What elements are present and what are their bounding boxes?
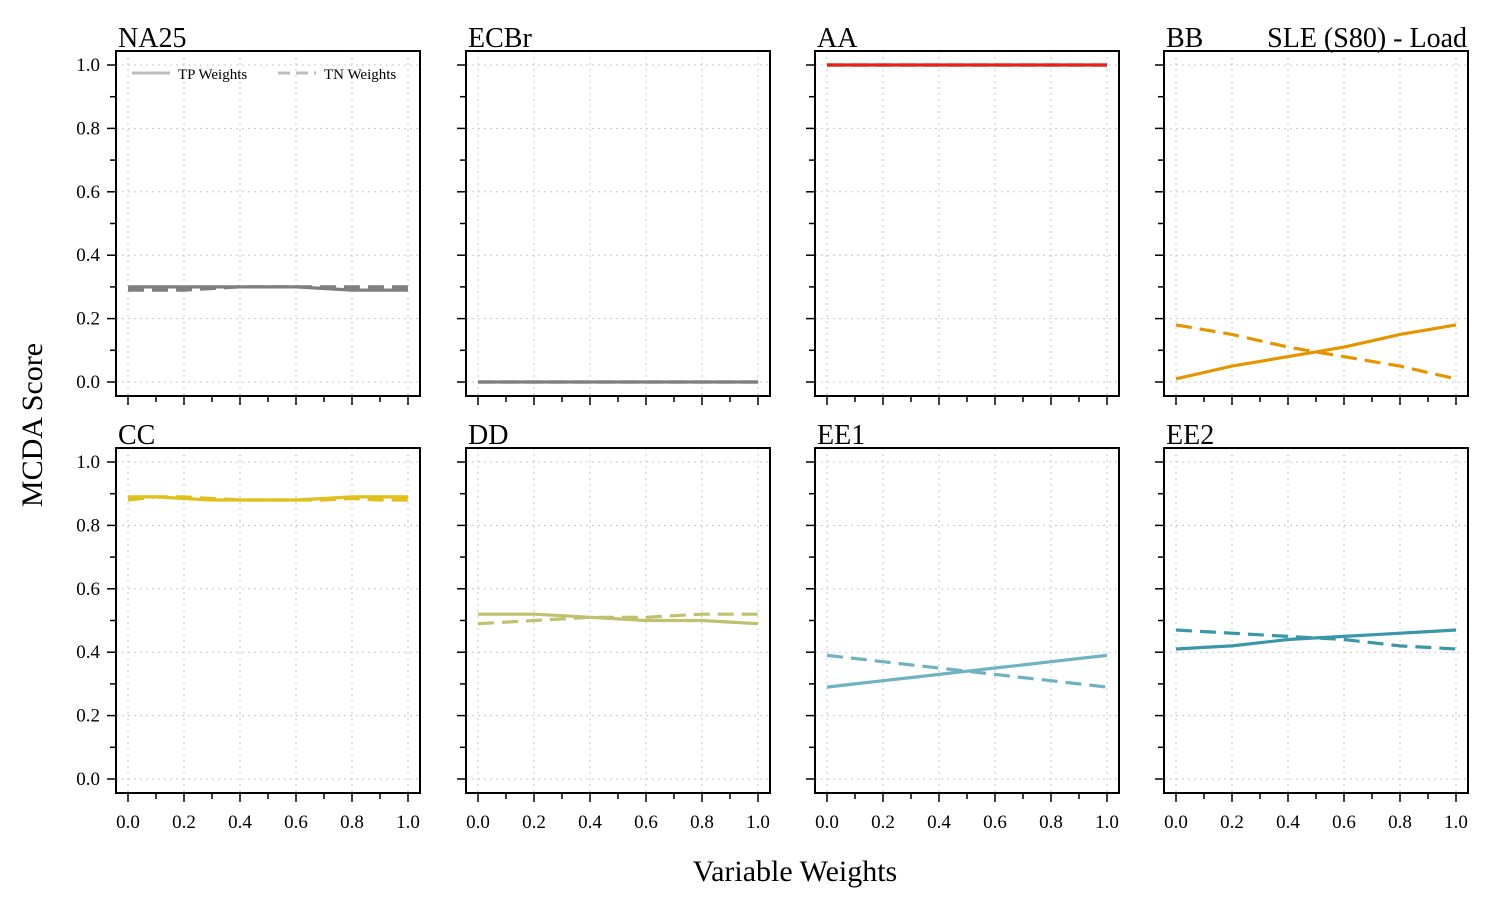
panel-frame [1163,447,1469,794]
x-tick-label: 1.0 [396,812,420,833]
x-tick-label: 0.6 [983,812,1007,833]
x-tick-label: 0.4 [578,812,602,833]
x-tick-label: 0.6 [284,812,308,833]
x-axis-title: Variable Weights [693,855,897,888]
x-tick-label: 0.8 [340,812,364,833]
panel-title: DD [468,420,508,451]
panel-4: 0.0 0.2 0.4 0.6 0.8 1.0 0.0 0.2 0.4 0.6 0.8 1.0 CC [76,420,421,833]
x-tick-label: 0.8 [1388,812,1412,833]
y-tick-label: 0.2 [76,706,100,727]
x-tick-label: 0.0 [815,812,839,833]
y-tick-label: 0.2 [76,309,100,330]
y-tick-label: 0.4 [76,245,100,266]
x-tick-label: 0.4 [927,812,951,833]
legend: TP Weights TN Weights [132,67,396,83]
series-line-tp [128,495,408,502]
y-tick-label: 0.0 [76,372,100,393]
x-tick-label: 0.0 [116,812,140,833]
series-line-tp [1175,628,1457,651]
series-line-tp [826,653,1108,689]
panel-title: ECBr [468,23,532,54]
panel-title: NA25 [118,23,186,54]
series-line-tp [128,285,408,292]
x-tick-label: 0.6 [1332,812,1356,833]
x-tick-label: 1.0 [1444,812,1468,833]
x-tick-label: 0.8 [690,812,714,833]
y-tick-label: 0.8 [76,515,100,536]
legend-label-tn: TN Weights [324,67,396,83]
x-tick-label: 0.4 [1276,812,1300,833]
panel-frame [465,447,771,794]
x-tick-label: 0.2 [871,812,895,833]
y-tick-label: 0.0 [76,769,100,790]
panel-title: AA [817,23,858,54]
x-tick-label: 1.0 [746,812,770,833]
x-tick-label: 0.2 [172,812,196,833]
x-tick-label: 0.2 [1220,812,1244,833]
y-tick-label: 0.6 [76,579,100,600]
x-tick-label: 1.0 [1095,812,1119,833]
panel-frame [465,50,771,397]
panel-6: 0.0 0.2 0.4 0.6 0.8 1.0 EE1 [806,420,1120,833]
x-tick-label: 0.4 [228,812,252,833]
y-axis-title: MCDA Score [16,343,49,507]
y-tick-label: 0.4 [76,642,100,663]
series-line-tp [1175,323,1457,381]
y-tick-label: 0.8 [76,118,100,139]
panel-title: EE2 [1166,420,1214,451]
panel-title: EE1 [817,420,865,451]
panel-frame [814,447,1120,794]
panel-5: 0.0 0.2 0.4 0.6 0.8 1.0 DD [457,420,771,833]
figure-title: SLE (S80) - Load [1267,23,1467,54]
panel-title: BB [1166,23,1203,54]
x-tick-label: 0.2 [522,812,546,833]
panel-title: CC [118,420,155,451]
series-line-tp [478,612,759,626]
panel-7: 0.0 0.2 0.4 0.6 0.8 1.0 EE2 [1155,420,1469,833]
x-tick-label: 0.0 [466,812,490,833]
x-tick-label: 0.8 [1039,812,1063,833]
y-tick-label: 1.0 [76,452,100,473]
panel-frame [115,447,421,794]
panel-frame [814,50,1120,397]
panel-0: 0.0 0.2 0.4 0.6 0.8 1.0 NA25 [76,23,421,405]
y-tick-label: 1.0 [76,55,100,76]
panel-2: AA [806,23,1120,405]
y-tick-label: 0.6 [76,182,100,203]
panel-frame [115,50,421,397]
legend-label-tp: TP Weights [178,67,247,83]
panel-frame [1163,50,1469,397]
x-tick-label: 0.0 [1164,812,1188,833]
panel-3: BB [1155,23,1469,405]
panel-1: ECBr [457,23,771,405]
x-tick-label: 0.6 [634,812,658,833]
